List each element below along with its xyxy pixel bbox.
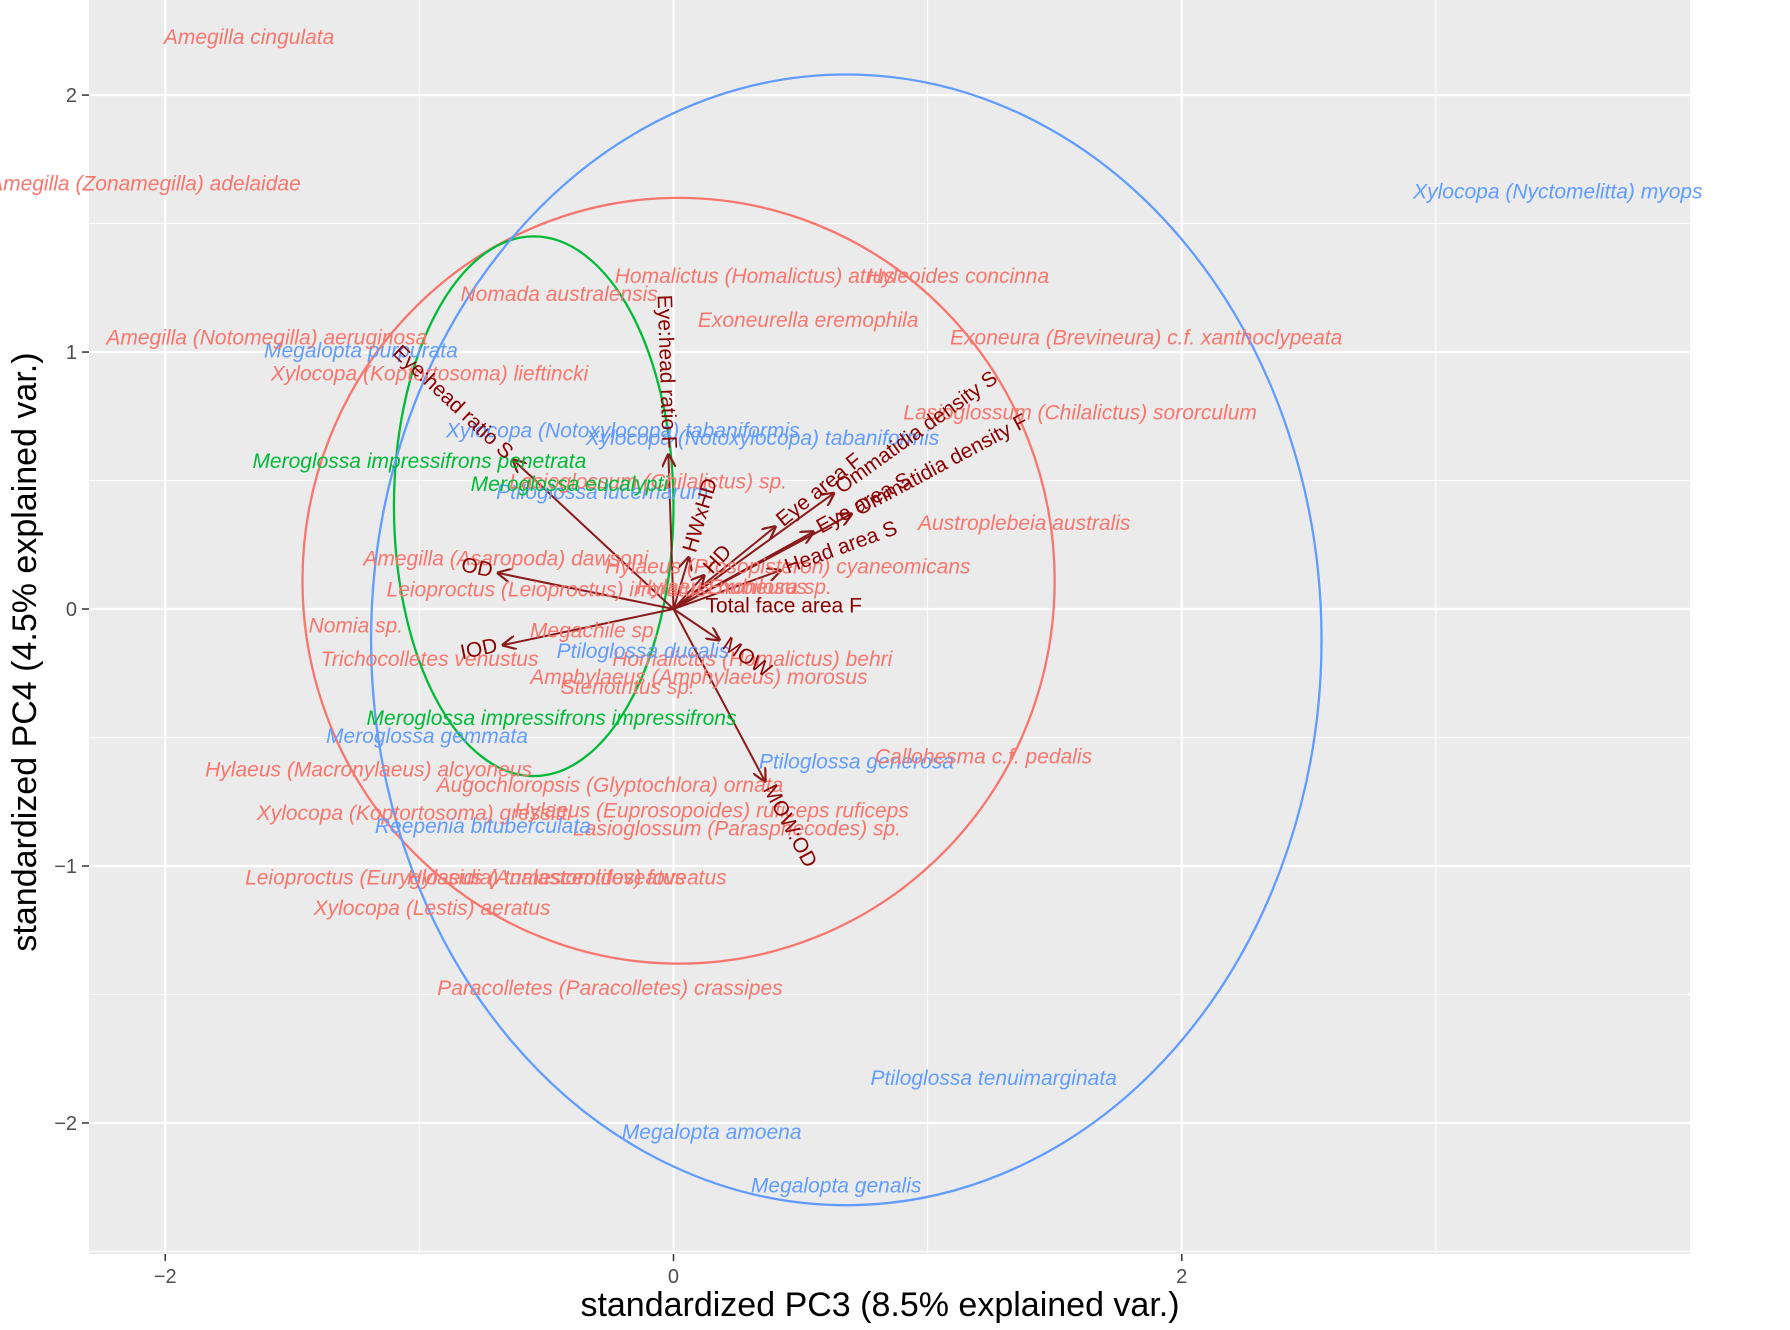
species-label: Megachile sp.	[530, 620, 660, 643]
loading-label: Eye:head ratio F	[653, 294, 681, 449]
species-label: Xylocopa (Nyctomelitta) myops	[1412, 180, 1703, 203]
species-label: Megalopta purpurata	[264, 340, 458, 363]
group-ellipses	[301, 73, 1323, 1207]
species-label: Hyleoides concinna	[867, 265, 1049, 288]
species-label: Lasioglossum (Parasphecodes) sp.	[573, 818, 901, 841]
species-label: Meroglossa impressifrons impressifrons	[367, 707, 737, 730]
species-label: Homalictus (Homalictus) behri	[612, 648, 893, 671]
species-label: Homalictus (Homalictus) atrus	[615, 265, 896, 288]
species-label: Hylaeus nubilosus	[637, 576, 808, 599]
species-label: Nomia sp.	[309, 615, 404, 638]
species-label: Ptiloglossa generosa	[759, 751, 954, 774]
y-axis-title: standardized PC4 (4.5% explained var.)	[6, 352, 44, 951]
species-label: Xylocopa (Lestis) aeratus	[313, 897, 551, 920]
species-label: Meroglossa gemmata	[326, 725, 528, 748]
species-label: Lasioglossum (Chilalictus) sororculum	[903, 401, 1257, 424]
major-gridlines	[89, 0, 1690, 1254]
loading-arrow	[672, 608, 719, 640]
species-label: Ptiloglossa lucernarum	[496, 481, 708, 504]
loading-arrow	[672, 576, 703, 610]
species-label: Amegilla (Zonamegilla) adelaidae	[0, 173, 301, 196]
x-axis: −2 0 2	[154, 1254, 1187, 1288]
species-label: Stenotritus sp.	[561, 676, 695, 699]
species-label: Paracolletes (Paracolletes) crassipes	[437, 977, 783, 1000]
loading-arrow	[503, 608, 674, 645]
species-label: Austroplebeia australis	[916, 512, 1131, 535]
y-axis: −2 −1 0 1 2	[54, 85, 89, 1135]
species-label: Trichocolletes venustus	[321, 648, 539, 671]
y-tick-label: 2	[66, 85, 77, 107]
species-label: Amegilla cingulata	[162, 26, 334, 49]
loading-arrow	[672, 527, 775, 610]
loading-arrow	[673, 514, 851, 610]
loading-arrow	[672, 493, 833, 610]
loading-label: Total face area F	[705, 595, 861, 618]
species-label: Exoneura (Brevineura) c.f. xanthoclypeat…	[950, 327, 1342, 350]
species-label: Amegilla (Asaropoda) dawsoni	[361, 548, 649, 571]
species-label: Amegilla (Notomegilla) aeruginosa	[104, 327, 427, 350]
species-label: Nomada australensis	[461, 283, 659, 306]
species-label: Ptiloglossa tenuimarginata	[871, 1067, 1117, 1090]
species-label: Leioproctus (Leioproctus) irroratus	[387, 579, 707, 602]
x-tick-label: 2	[1176, 1266, 1187, 1288]
species-label: Meroglossa eucalypti	[471, 473, 670, 496]
y-tick-label: −1	[54, 856, 77, 878]
group-ellipse	[392, 235, 675, 778]
species-label: Xylocopa (Notoxylocopa) tabaniformis	[445, 419, 800, 442]
y-tick-label: −2	[54, 1113, 77, 1135]
loading-arrow	[513, 460, 675, 610]
group-ellipse	[301, 196, 1056, 965]
species-label: Callohesma c.f. pedalis	[875, 746, 1093, 769]
species-label: Hylaeus (Analastoroides) foveatus	[407, 866, 727, 889]
y-tick-label: 0	[66, 599, 77, 621]
loading-arrow	[672, 558, 688, 610]
species-label: Amphylaeus (Amphylaeus) morosus	[528, 666, 868, 689]
species-label: Meroglossa impressifrons penetrata	[252, 450, 586, 473]
group-ellipse	[369, 73, 1323, 1207]
x-axis-title: standardized PC3 (8.5% explained var.)	[580, 1286, 1179, 1324]
species-labels: Megalopta genalis Megalopta amoena Ptilogl…	[0, 26, 1703, 1198]
loading-arrow	[668, 455, 673, 610]
species-label: Lasioglossum (Chilalictus) sp.	[509, 471, 787, 494]
species-label: Xylocopa (Notoxylocopa) tabaniformis	[585, 427, 940, 450]
y-tick-label: 1	[66, 342, 77, 364]
species-label: Hylaeus (Euprosopoides) ruficeps ruficep…	[514, 800, 909, 823]
species-label: Augochloropsis (Glyptochlora) ornata	[435, 774, 784, 797]
species-label: Leioproctus (Euryglossidia) tumescentifo…	[245, 866, 686, 889]
species-label: Reepenia bituberculata	[375, 815, 591, 838]
loading-arrow	[673, 570, 780, 610]
x-tick-label: −2	[154, 1266, 177, 1288]
species-label: Ptiloglossa ducalis	[557, 640, 730, 663]
x-tick-label: 0	[668, 1266, 679, 1288]
minor-gridlines	[89, 0, 1690, 1254]
species-label: Megalopta genalis	[751, 1175, 922, 1198]
species-label: Hylaeus (Prosopisteron) cyaneomicans	[605, 555, 971, 578]
species-label: Xylocopa (Koptortosoma) lieftincki	[270, 363, 590, 386]
species-label: Exoneura sp.	[708, 576, 832, 599]
plot-panel	[89, 0, 1690, 1254]
species-label: Exoneurella eremophila	[698, 309, 919, 332]
species-label: Xylocopa (Koptortosoma) gressitti	[256, 802, 573, 825]
loading-arrows	[498, 455, 851, 781]
loading-arrow	[498, 573, 674, 610]
species-label: Hylaeus (Macronylaeus) alcyoneus	[205, 758, 532, 781]
species-label: Megalopta amoena	[622, 1121, 802, 1144]
loading-arrow	[672, 608, 764, 781]
